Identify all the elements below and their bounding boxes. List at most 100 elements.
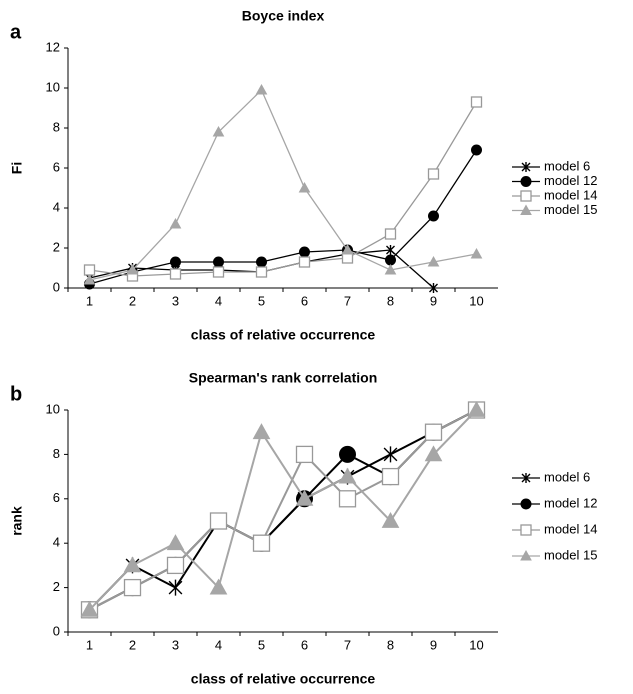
marker bbox=[385, 254, 396, 266]
series-line bbox=[89, 409, 477, 611]
y-tick-label: 10 bbox=[46, 79, 60, 94]
marker bbox=[123, 578, 142, 597]
marker bbox=[520, 498, 532, 510]
marker bbox=[209, 578, 228, 595]
marker bbox=[383, 446, 398, 463]
marker bbox=[384, 228, 397, 240]
marker bbox=[256, 256, 267, 268]
x-tick-label: 3 bbox=[172, 293, 179, 308]
marker bbox=[168, 579, 183, 596]
marker bbox=[255, 83, 268, 95]
x-tick-label: 9 bbox=[430, 293, 437, 308]
legend-label: model 15 bbox=[544, 547, 597, 562]
x-tick-label: 5 bbox=[258, 637, 265, 652]
x-tick-label: 5 bbox=[258, 293, 265, 308]
marker bbox=[295, 445, 314, 464]
y-tick-label: 6 bbox=[53, 490, 60, 505]
series-line bbox=[88, 409, 478, 611]
marker bbox=[467, 400, 486, 417]
marker bbox=[170, 256, 181, 268]
marker bbox=[520, 204, 532, 215]
legend-label: model 6 bbox=[544, 158, 590, 173]
series-line bbox=[89, 149, 478, 285]
marker bbox=[80, 600, 99, 617]
marker bbox=[255, 266, 268, 278]
marker bbox=[166, 556, 185, 575]
legend-label: model 6 bbox=[544, 469, 590, 484]
x-axis-label: class of relative occurrence bbox=[191, 671, 376, 687]
y-tick-label: 2 bbox=[53, 239, 60, 254]
marker bbox=[470, 96, 483, 108]
y-tick-label: 10 bbox=[46, 401, 60, 416]
marker bbox=[339, 445, 356, 463]
y-tick-label: 4 bbox=[53, 199, 60, 214]
marker bbox=[213, 256, 224, 268]
marker bbox=[381, 467, 400, 486]
marker bbox=[298, 181, 311, 193]
x-tick-label: 7 bbox=[344, 293, 351, 308]
marker bbox=[521, 162, 531, 172]
marker bbox=[338, 467, 357, 484]
marker bbox=[83, 264, 96, 276]
marker bbox=[126, 263, 139, 275]
marker bbox=[520, 176, 532, 187]
marker bbox=[386, 245, 395, 255]
x-tick-label: 6 bbox=[301, 637, 308, 652]
marker bbox=[427, 255, 440, 267]
marker bbox=[428, 210, 439, 222]
marker bbox=[212, 125, 225, 137]
legend-label: model 14 bbox=[544, 521, 597, 536]
y-tick-label: 0 bbox=[53, 623, 60, 638]
marker bbox=[381, 511, 400, 528]
y-tick-label: 6 bbox=[53, 159, 60, 174]
marker bbox=[521, 473, 531, 483]
marker bbox=[424, 423, 443, 441]
marker bbox=[209, 512, 228, 530]
marker bbox=[169, 217, 182, 229]
y-axis-label: rank bbox=[9, 506, 25, 536]
x-tick-label: 2 bbox=[129, 637, 136, 652]
x-tick-label: 7 bbox=[344, 637, 351, 652]
y-tick-label: 4 bbox=[53, 535, 60, 550]
panel-label: a bbox=[10, 21, 22, 43]
marker bbox=[298, 256, 311, 268]
y-tick-label: 8 bbox=[53, 119, 60, 134]
x-tick-label: 9 bbox=[430, 637, 437, 652]
x-tick-label: 2 bbox=[129, 293, 136, 308]
marker bbox=[384, 263, 397, 275]
marker bbox=[338, 490, 357, 508]
x-tick-label: 6 bbox=[301, 293, 308, 308]
legend-label: model 14 bbox=[544, 187, 597, 202]
x-tick-label: 8 bbox=[387, 293, 394, 308]
marker bbox=[520, 190, 532, 202]
marker bbox=[166, 534, 185, 551]
chart-title: Spearman's rank correlation bbox=[189, 370, 378, 386]
marker bbox=[424, 445, 443, 462]
legend-label: model 12 bbox=[544, 173, 597, 188]
marker bbox=[470, 247, 483, 259]
x-axis-label: class of relative occurrence bbox=[191, 327, 376, 343]
chart-title: Boyce index bbox=[242, 8, 325, 24]
marker bbox=[520, 549, 532, 561]
marker bbox=[252, 534, 271, 552]
marker bbox=[295, 489, 314, 506]
x-tick-label: 10 bbox=[469, 637, 483, 652]
legend-label: model 15 bbox=[544, 202, 597, 217]
marker bbox=[83, 273, 96, 285]
marker bbox=[252, 423, 271, 440]
x-tick-label: 10 bbox=[469, 293, 483, 308]
marker bbox=[169, 268, 182, 280]
marker bbox=[341, 243, 354, 255]
legend-label: model 12 bbox=[544, 495, 597, 510]
marker bbox=[123, 556, 142, 573]
marker bbox=[427, 168, 440, 180]
y-tick-label: 0 bbox=[53, 279, 60, 294]
marker bbox=[520, 524, 532, 536]
x-tick-label: 4 bbox=[215, 637, 222, 652]
series-line bbox=[89, 88, 477, 281]
x-tick-label: 1 bbox=[86, 637, 93, 652]
y-tick-label: 12 bbox=[46, 39, 60, 54]
marker bbox=[471, 144, 482, 156]
marker bbox=[429, 283, 438, 293]
